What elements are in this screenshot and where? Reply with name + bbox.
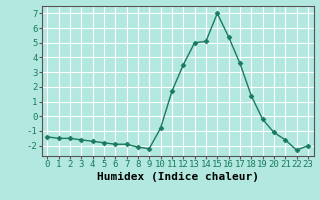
X-axis label: Humidex (Indice chaleur): Humidex (Indice chaleur) bbox=[97, 172, 259, 182]
